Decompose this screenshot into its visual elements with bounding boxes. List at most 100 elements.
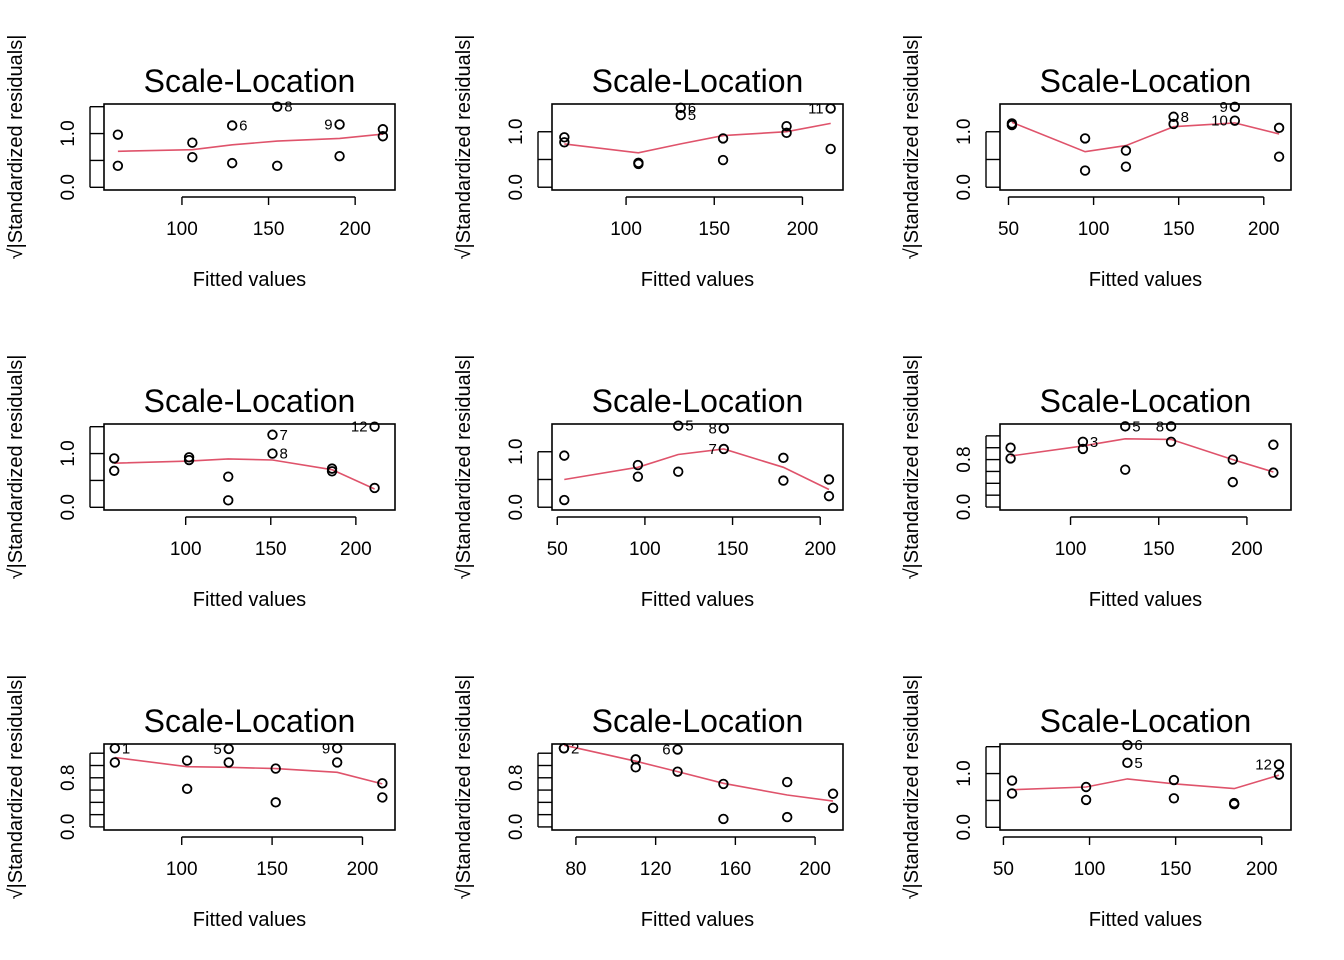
chart-8-point-7 [718,813,729,825]
chart-9-point-label-2: 12 [1255,756,1272,773]
chart-3-point-7 [1168,118,1179,130]
chart-4-point-10 [369,421,380,432]
chart-6-point-label-1: 5 [1132,418,1140,435]
chart-7-point-3 [181,783,193,795]
chart-2-y-tick-label-0: 0.0 [506,174,527,200]
chart-3-y-tick-label-1: 1.0 [954,119,975,145]
chart-5-point-6 [718,423,729,434]
chart-7-y-axis: 0.0 0.8 [58,752,104,840]
chart-5-point-2 [632,459,644,471]
chart-6-point-5 [1120,464,1131,475]
chart-1-point-9 [334,150,345,162]
chart-1-point-1 [112,160,124,172]
chart-7-point-10 [377,778,388,789]
chart-7-point-11 [377,792,388,803]
chart-7-y-axis-label: √|Standardized residuals| [5,675,27,900]
chart-3-plot-frame [999,103,1292,191]
chart-5-y-axis: 0.0 1.0 [506,439,552,520]
chart-6-smooth-line [1010,437,1274,473]
chart-3-x-tick-label-0: 50 [998,219,1019,240]
chart-4-point-6 [267,429,278,440]
chart-7-point-2 [181,755,193,766]
chart-1-plot-frame [103,103,396,191]
chart-3-x-axis: 50 100 150 200 [998,196,1280,240]
chart-3-y-tick-label-0: 0.0 [954,174,975,200]
chart-4-title: Scale-Location [144,383,356,419]
chart-6-point-label-0: 3 [1090,434,1098,451]
chart-1-point-3 [187,152,198,163]
chart-2-y-axis-label: √|Standardized residuals| [453,35,475,260]
chart-3-x-axis-label: Fitted values [1089,269,1202,291]
chart-5-point-label-2: 7 [708,441,716,458]
chart-2-point-0 [559,132,570,143]
chart-9-x-tick-label-0: 50 [993,859,1014,880]
chart-9-plot-frame [999,743,1292,831]
chart-2-x-tick-label-2: 200 [787,219,819,240]
chart-4-point-label-2: 12 [351,419,368,436]
chart-8-x-tick-label-3: 200 [799,859,831,880]
chart-8-x-tick-label-1: 120 [640,859,672,880]
chart-8-title: Scale-Location [592,703,804,739]
chart-5-point-9 [778,475,789,486]
chart-6-y-tick-label-1: 0.8 [954,446,975,472]
chart-2-point-9 [781,127,792,139]
chart-4-point-4 [223,471,234,482]
chart-4-y-axis-label: √|Standardized residuals| [5,355,27,580]
chart-1-x-tick-label-0: 100 [166,219,198,240]
chart-1-point-11 [377,131,389,142]
chart-5-point-4 [673,420,684,431]
chart-1-x-tick-label-2: 200 [339,219,371,240]
chart-3-x-tick-label-1: 100 [1078,219,1110,240]
chart-9-point-6 [1168,774,1180,786]
chart-6-plot-frame [999,423,1292,511]
chart-3-point-6 [1168,111,1179,122]
chart-4-x-axis: 100 150 200 [170,516,372,560]
chart-8-point-3 [630,762,641,773]
chart-4-y-tick-label-1: 1.0 [58,440,79,466]
chart-8-y-tick-label-1: 0.8 [506,765,527,791]
chart-4-x-tick-label-0: 100 [170,539,202,560]
chart-8-point-label-1: 6 [662,742,670,759]
chart-2-y-tick-label-1: 1.0 [506,119,527,145]
chart-5-smooth-line [564,448,830,491]
chart-9-point-2 [1080,781,1092,793]
chart-9-point-10 [1273,759,1285,770]
chart-9-y-tick-label-0: 0.0 [954,814,975,840]
chart-7-smooth-line [114,756,383,785]
chart-3-point-4 [1120,145,1132,156]
chart-4-point-3 [183,454,195,466]
chart-6-point-11 [1268,467,1279,478]
chart-7-plot-frame [103,743,396,831]
chart-2-point-4 [675,102,686,114]
chart-6-x-axis: 100 150 200 [1055,516,1263,560]
chart-6-y-axis: 0.0 0.8 [954,435,1000,520]
chart-2-point-label-0: 6 [688,100,696,117]
chart-9-y-axis-label: √|Standardized residuals| [901,675,923,900]
chart-5-x-tick-label-3: 200 [804,539,836,560]
chart-1-point-label-1: 6 [239,118,247,135]
chart-5-point-3 [632,471,644,482]
chart-4-point-1 [109,465,120,476]
chart-8-smooth-line [563,744,834,802]
chart-9-point-9 [1228,799,1240,810]
chart-9-panel: Scale-Location 50 100 150 200 0.0 1.0 Fitted va… [901,675,1292,931]
chart-7-point-7 [270,797,281,808]
chart-7-point-label-2: 9 [322,740,330,757]
chart-3-point-label-2: 10 [1211,113,1228,130]
chart-1-y-tick-label-0: 0.0 [58,174,79,200]
chart-1-point-7 [272,160,283,172]
chart-9-smooth-line [1012,774,1280,791]
chart-7-point-0 [109,743,121,754]
chart-7-point-label-0: 1 [122,740,130,757]
chart-3-point-3 [1079,165,1091,176]
chart-2-point-label-1: 5 [688,107,696,124]
chart-3-x-tick-label-3: 200 [1248,219,1280,240]
chart-5-title: Scale-Location [592,383,804,419]
chart-4-plot-frame [103,423,396,511]
chart-8-point-1 [558,743,570,754]
chart-5-point-8 [778,452,789,464]
chart-4-point-label-0: 7 [279,427,287,444]
chart-4-x-tick-label-1: 150 [255,539,287,560]
chart-3-x-tick-label-2: 150 [1163,219,1195,240]
chart-3-point-1 [1006,119,1018,131]
